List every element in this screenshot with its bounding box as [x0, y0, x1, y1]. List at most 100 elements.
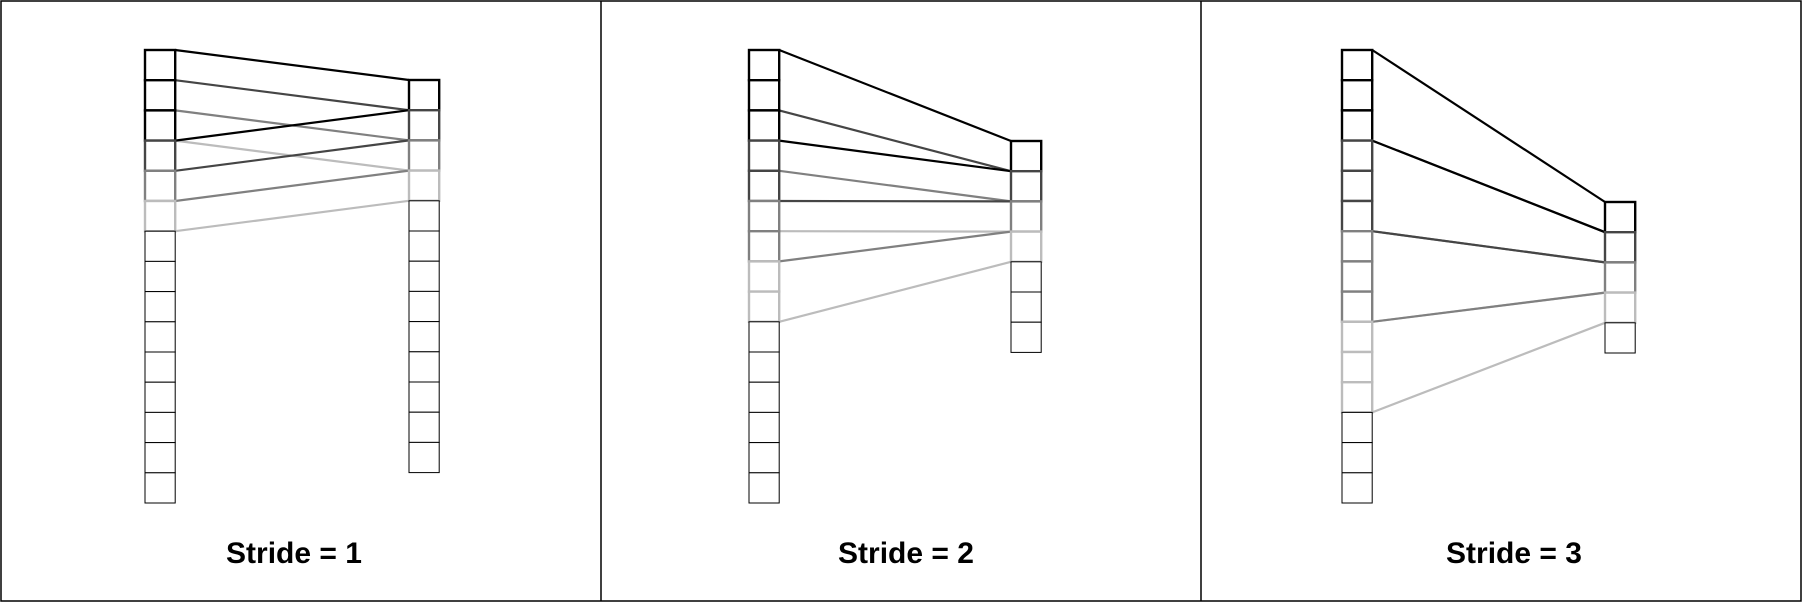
input-cell	[143, 78, 177, 112]
input-cell	[1340, 290, 1374, 324]
output-cell	[408, 290, 440, 323]
input-cell	[143, 48, 177, 82]
connection-line	[175, 109, 410, 142]
connection-line	[1372, 230, 1606, 264]
output-cell	[1010, 291, 1042, 323]
panel-stride-1: Stride = 1	[143, 48, 441, 570]
output-cell	[407, 169, 441, 203]
output-cell	[407, 139, 441, 172]
cells	[1340, 48, 1637, 504]
connection-line	[175, 48, 410, 82]
output-cell	[408, 200, 440, 232]
input-cell	[748, 442, 780, 474]
output-cell	[407, 108, 441, 142]
connection-line	[175, 169, 410, 203]
input-cell	[747, 109, 781, 142]
input-cell	[1340, 48, 1374, 82]
connections	[1371, 49, 1606, 414]
output-cell	[1604, 322, 1636, 354]
panel-stride-3: Stride = 3	[1340, 48, 1637, 570]
connection-line	[1371, 139, 1606, 234]
input-cell	[1340, 320, 1374, 354]
input-cell	[1340, 381, 1374, 414]
connection-line	[779, 139, 1012, 173]
connection-line	[175, 79, 410, 112]
input-cell	[1340, 350, 1374, 384]
input-cell	[144, 381, 176, 413]
connection-line	[778, 109, 1012, 173]
output-cell	[1603, 230, 1637, 264]
connections	[175, 48, 410, 233]
panel-label-stride-3: Stride = 3	[1446, 537, 1582, 570]
input-cell	[1340, 260, 1374, 293]
input-cell	[144, 260, 176, 293]
input-cell	[1340, 229, 1374, 263]
input-cell	[748, 411, 780, 444]
output-cell	[1009, 169, 1043, 203]
input-cell	[144, 351, 176, 383]
input-cell	[144, 291, 176, 323]
input-cell	[1340, 199, 1374, 233]
output-cell	[1603, 200, 1637, 234]
connection-line	[175, 139, 410, 172]
cells	[747, 48, 1043, 504]
input-cell	[748, 351, 780, 383]
connection-line	[778, 260, 1012, 323]
input-cell	[1341, 411, 1373, 444]
output-cell	[1009, 230, 1043, 264]
output-cell	[1009, 200, 1043, 233]
input-cell	[143, 199, 177, 233]
input-cell	[1340, 169, 1374, 203]
input-cell	[747, 48, 781, 82]
output-cell	[408, 260, 440, 292]
output-cell	[408, 411, 440, 443]
connection-line	[175, 199, 410, 233]
input-cell	[144, 321, 176, 353]
output-cell	[407, 78, 441, 112]
output-cell	[408, 351, 440, 383]
connections	[778, 48, 1012, 323]
connection-line	[778, 48, 1012, 143]
input-cell	[144, 411, 176, 444]
output-cell	[408, 321, 440, 353]
output-cell	[408, 230, 440, 262]
input-cell	[144, 442, 176, 474]
cells	[143, 48, 441, 504]
connection-line	[779, 230, 1012, 263]
input-cell	[1341, 472, 1373, 504]
input-cell	[1340, 109, 1374, 142]
connection-line	[779, 169, 1012, 203]
input-cell	[747, 260, 781, 293]
input-cell	[143, 139, 177, 173]
input-cell	[747, 78, 781, 112]
input-cell	[747, 229, 781, 263]
output-cell	[1010, 321, 1042, 353]
input-cell	[143, 169, 177, 203]
input-cell	[143, 109, 177, 142]
input-cell	[144, 472, 176, 504]
output-cell	[408, 381, 440, 413]
connection-line	[1371, 321, 1606, 414]
output-cell	[1010, 261, 1042, 293]
input-cell	[1340, 139, 1374, 173]
output-cell	[1603, 291, 1637, 325]
input-cell	[747, 290, 781, 324]
input-cell	[1340, 78, 1374, 112]
input-cell	[748, 472, 780, 504]
input-cell	[747, 139, 781, 173]
output-cell	[1009, 139, 1043, 173]
input-cell	[748, 321, 780, 353]
input-cell	[747, 169, 781, 203]
panel-stride-2: Stride = 2	[747, 48, 1043, 570]
output-cell	[1603, 261, 1637, 294]
input-cell	[748, 381, 780, 413]
panel-label-stride-1: Stride = 1	[226, 537, 362, 570]
input-cell	[747, 199, 781, 233]
connection-line	[1371, 49, 1606, 203]
input-cell	[144, 230, 176, 262]
output-cell	[408, 441, 440, 474]
